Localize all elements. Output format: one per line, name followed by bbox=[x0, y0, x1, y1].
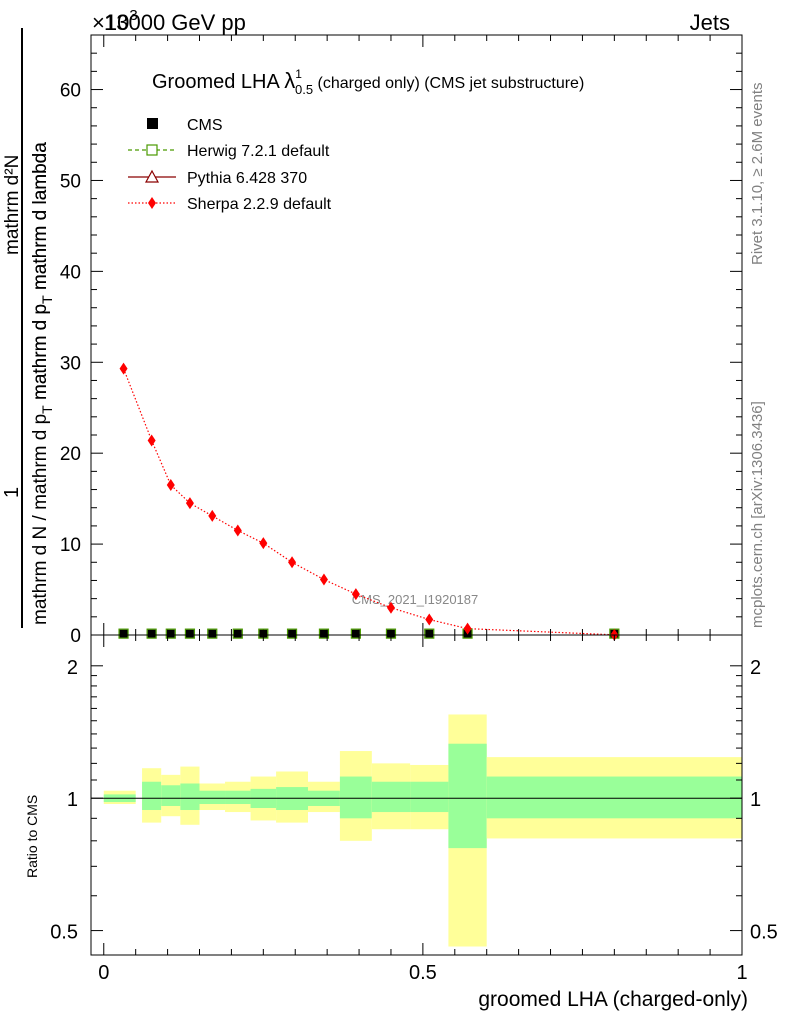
herwig-point bbox=[286, 628, 298, 639]
ratio-axis-label: Ratio to CMS bbox=[24, 795, 40, 878]
herwig-point bbox=[350, 628, 361, 639]
herwig-point bbox=[232, 628, 243, 639]
ratio-tick-label-right: 2 bbox=[750, 657, 761, 679]
legend-pythia-label: Pythia 6.428 370 bbox=[187, 170, 307, 187]
cms-point bbox=[119, 629, 128, 638]
y-tick-label: 50 bbox=[60, 171, 81, 192]
ratio-band-inner bbox=[142, 781, 162, 811]
cms-point bbox=[319, 629, 328, 638]
ratio-tick-label: 2 bbox=[67, 657, 78, 679]
main-data-layer bbox=[118, 362, 620, 641]
herwig-point bbox=[207, 628, 218, 639]
sherpa-point bbox=[147, 434, 156, 447]
y-axis-label: mathrm d N / mathrm d pT mathrm d pT mat… bbox=[1, 28, 55, 628]
cms-point bbox=[147, 629, 156, 638]
x-axis-label: groomed LHA (charged-only) bbox=[478, 988, 748, 1011]
rivet-label: Rivet 3.1.10, ≥ 2.6M events bbox=[749, 83, 766, 266]
cms-point bbox=[351, 629, 360, 638]
legend-herwig-marker bbox=[146, 144, 158, 156]
cms-point bbox=[166, 629, 175, 638]
sherpa-point bbox=[288, 556, 297, 569]
sherpa-point bbox=[166, 479, 175, 491]
cms-point bbox=[208, 629, 217, 638]
ratio-band-inner bbox=[180, 783, 200, 811]
sherpa-point bbox=[233, 524, 242, 537]
ratio-tick-label: 1 bbox=[67, 789, 78, 811]
legend-herwig-label: Herwig 7.2.1 default bbox=[187, 143, 330, 160]
ratio-bands bbox=[103, 714, 742, 947]
ratio-band-inner bbox=[161, 785, 181, 806]
header-energy: 13000 GeV pp bbox=[104, 10, 246, 35]
sherpa-point bbox=[351, 588, 360, 601]
legend: CMS Herwig 7.2.1 default Pythia 6.428 37… bbox=[128, 117, 332, 213]
herwig-point bbox=[318, 628, 330, 639]
cms-point bbox=[259, 629, 268, 638]
legend-cms-marker bbox=[147, 118, 158, 129]
sherpa-point bbox=[119, 362, 128, 375]
ratio-band-inner bbox=[371, 781, 411, 813]
x-tick-label: 0.5 bbox=[409, 962, 437, 984]
y-tick-label: 60 bbox=[60, 81, 81, 102]
ratio-band-inner bbox=[448, 743, 487, 849]
herwig-point bbox=[165, 628, 176, 639]
y-label-numerator: mathrm d²N bbox=[2, 155, 23, 255]
legend-sherpa-marker bbox=[148, 197, 156, 209]
legend-cms-label: CMS bbox=[187, 117, 223, 134]
y-label-one: 1 bbox=[1, 487, 23, 498]
y-label-denominator: mathrm d N / mathrm d pT mathrm d pT mat… bbox=[30, 142, 55, 625]
herwig-point bbox=[146, 628, 157, 639]
herwig-point bbox=[184, 628, 196, 639]
cms-point bbox=[386, 629, 395, 638]
y-tick-label: 30 bbox=[60, 353, 81, 374]
sherpa-point bbox=[386, 601, 395, 614]
ratio-band-inner bbox=[339, 776, 372, 819]
sherpa-point bbox=[463, 622, 472, 635]
ratio-band-inner bbox=[225, 790, 251, 805]
ratio-band-inner bbox=[199, 790, 226, 805]
plot-title: Groomed LHA λ1 0.5 (charged only) (CMS je… bbox=[152, 67, 584, 97]
legend-pythia-marker bbox=[144, 169, 160, 183]
main-axis-ticks: 0 10 20 30 40 50 60 bbox=[60, 35, 743, 647]
ratio-tick-label: 0.5 bbox=[50, 922, 78, 944]
ratio-band-inner bbox=[486, 776, 742, 819]
y-tick-label: 20 bbox=[60, 444, 81, 465]
sherpa-point bbox=[259, 537, 268, 550]
sherpa-point bbox=[185, 497, 194, 510]
y-tick-label: 10 bbox=[60, 535, 81, 556]
cms-point bbox=[233, 629, 242, 638]
y-tick-label: 0 bbox=[70, 626, 81, 647]
header-jets: Jets bbox=[690, 10, 730, 35]
sherpa-point bbox=[208, 509, 217, 522]
ratio-tick-label-right: 1 bbox=[750, 789, 761, 811]
ratio-axis-ticks: 0.5 0.51 12 20 0.5 1 bbox=[50, 635, 778, 984]
analysis-watermark: CMS_2021_I1920187 bbox=[352, 592, 479, 607]
y-label-numerator-2: mathrm d pT mathrm d lambda bbox=[30, 142, 55, 400]
sherpa-point bbox=[425, 613, 434, 626]
mcplots-label: mcplots.cern.ch [arXiv:1306.3436] bbox=[749, 401, 766, 628]
ratio-band-inner bbox=[410, 781, 449, 813]
y-tick-label: 40 bbox=[60, 262, 81, 283]
cms-point bbox=[288, 629, 297, 638]
x-tick-label: 1 bbox=[736, 962, 747, 984]
legend-sherpa-label: Sherpa 2.2.9 default bbox=[187, 196, 332, 213]
exponent-label: ×103 bbox=[92, 7, 138, 35]
cms-point bbox=[185, 629, 194, 638]
herwig-point bbox=[424, 628, 435, 639]
sherpa-line bbox=[122, 368, 615, 636]
ratio-plot-frame bbox=[90, 634, 743, 956]
ratio-tick-label-right: 0.5 bbox=[750, 922, 778, 944]
sherpa-point bbox=[319, 573, 328, 586]
cms-point bbox=[425, 629, 434, 638]
herwig-point bbox=[118, 628, 129, 639]
x-tick-label: 0 bbox=[98, 962, 109, 984]
